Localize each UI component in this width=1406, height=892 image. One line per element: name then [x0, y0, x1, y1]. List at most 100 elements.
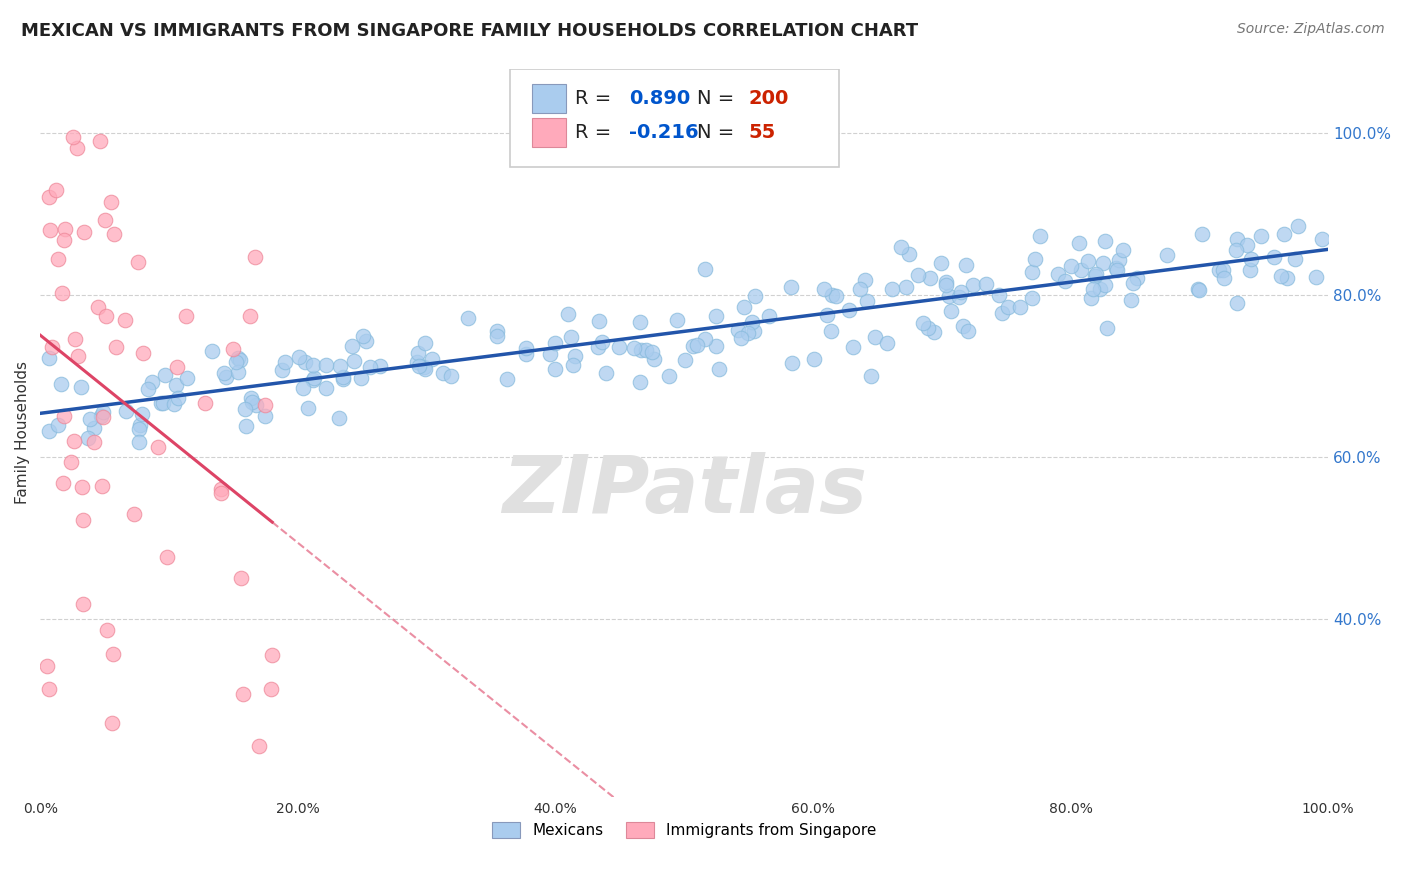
Point [1077, 254, 1099, 268]
Point [897, 247, 920, 261]
Point [1305, 269, 1327, 284]
Point [49, 376, 72, 391]
Point [350, 371, 373, 385]
Point [813, 282, 835, 296]
Point [1274, 227, 1296, 242]
Point [1054, 274, 1077, 288]
Point [780, 279, 803, 293]
Point [136, 382, 159, 396]
Point [1108, 253, 1130, 268]
Point [935, 275, 957, 289]
Point [496, 372, 519, 386]
Point [588, 314, 610, 328]
Text: R =: R = [575, 89, 617, 108]
Text: ZIPatlas: ZIPatlas [502, 452, 866, 531]
Point [628, 375, 651, 389]
Point [544, 335, 567, 350]
Point [742, 324, 765, 338]
Point [38, 223, 60, 237]
Point [240, 394, 263, 409]
Point [564, 350, 586, 364]
Point [1081, 281, 1104, 295]
FancyBboxPatch shape [533, 118, 565, 147]
Point [707, 362, 730, 376]
Point [239, 391, 262, 405]
Point [730, 331, 752, 345]
Point [1263, 250, 1285, 264]
Point [163, 397, 186, 411]
Point [922, 326, 945, 340]
Point [51, 285, 73, 300]
Point [733, 300, 755, 314]
Point [1286, 219, 1309, 233]
Point [342, 339, 364, 353]
Point [329, 359, 352, 374]
Point [260, 681, 283, 696]
Point [152, 396, 174, 410]
Point [214, 367, 236, 381]
Point [440, 369, 463, 384]
Point [38, 681, 60, 696]
Point [83, 434, 105, 449]
Point [673, 353, 696, 368]
Point [704, 309, 727, 323]
FancyBboxPatch shape [510, 69, 839, 167]
Text: 0.890: 0.890 [628, 89, 690, 108]
Point [907, 268, 929, 283]
Y-axis label: Family Households: Family Households [15, 361, 30, 505]
Point [153, 368, 176, 382]
Point [623, 341, 645, 355]
Point [127, 255, 149, 269]
Point [354, 334, 377, 348]
Point [1239, 263, 1261, 277]
Point [129, 418, 152, 433]
Point [332, 372, 354, 386]
Point [665, 312, 688, 326]
Text: R =: R = [575, 123, 617, 142]
Point [1047, 267, 1070, 281]
Point [96, 623, 118, 637]
FancyBboxPatch shape [533, 84, 565, 113]
Point [825, 289, 848, 303]
Point [695, 262, 717, 277]
Point [562, 359, 585, 373]
Point [166, 360, 188, 375]
Point [1010, 300, 1032, 314]
Point [962, 277, 984, 292]
Point [100, 194, 122, 209]
Point [948, 290, 970, 304]
Point [560, 329, 582, 343]
Text: Source: ZipAtlas.com: Source: ZipAtlas.com [1237, 22, 1385, 37]
Point [94, 309, 117, 323]
Point [87, 301, 110, 315]
Point [315, 381, 337, 395]
Legend: Mexicans, Immigrants from Singapore: Mexicans, Immigrants from Singapore [486, 816, 883, 845]
Point [727, 323, 749, 337]
Point [917, 320, 939, 334]
Point [148, 440, 170, 454]
Point [53, 409, 76, 423]
Point [63, 332, 86, 346]
Point [72, 597, 94, 611]
Point [70, 380, 93, 394]
Point [894, 280, 917, 294]
Point [53, 222, 76, 236]
Point [1225, 296, 1247, 310]
Point [270, 363, 292, 377]
Point [332, 370, 354, 384]
Point [302, 358, 325, 372]
Point [76, 431, 98, 445]
Point [955, 259, 977, 273]
Point [855, 293, 877, 308]
Point [91, 409, 114, 424]
Point [1080, 291, 1102, 305]
Point [876, 335, 898, 350]
Point [1029, 229, 1052, 244]
Point [194, 396, 217, 410]
Point [41, 340, 63, 354]
Point [70, 479, 93, 493]
Point [515, 341, 537, 355]
Point [406, 345, 429, 359]
Point [780, 356, 803, 370]
Point [941, 304, 963, 318]
